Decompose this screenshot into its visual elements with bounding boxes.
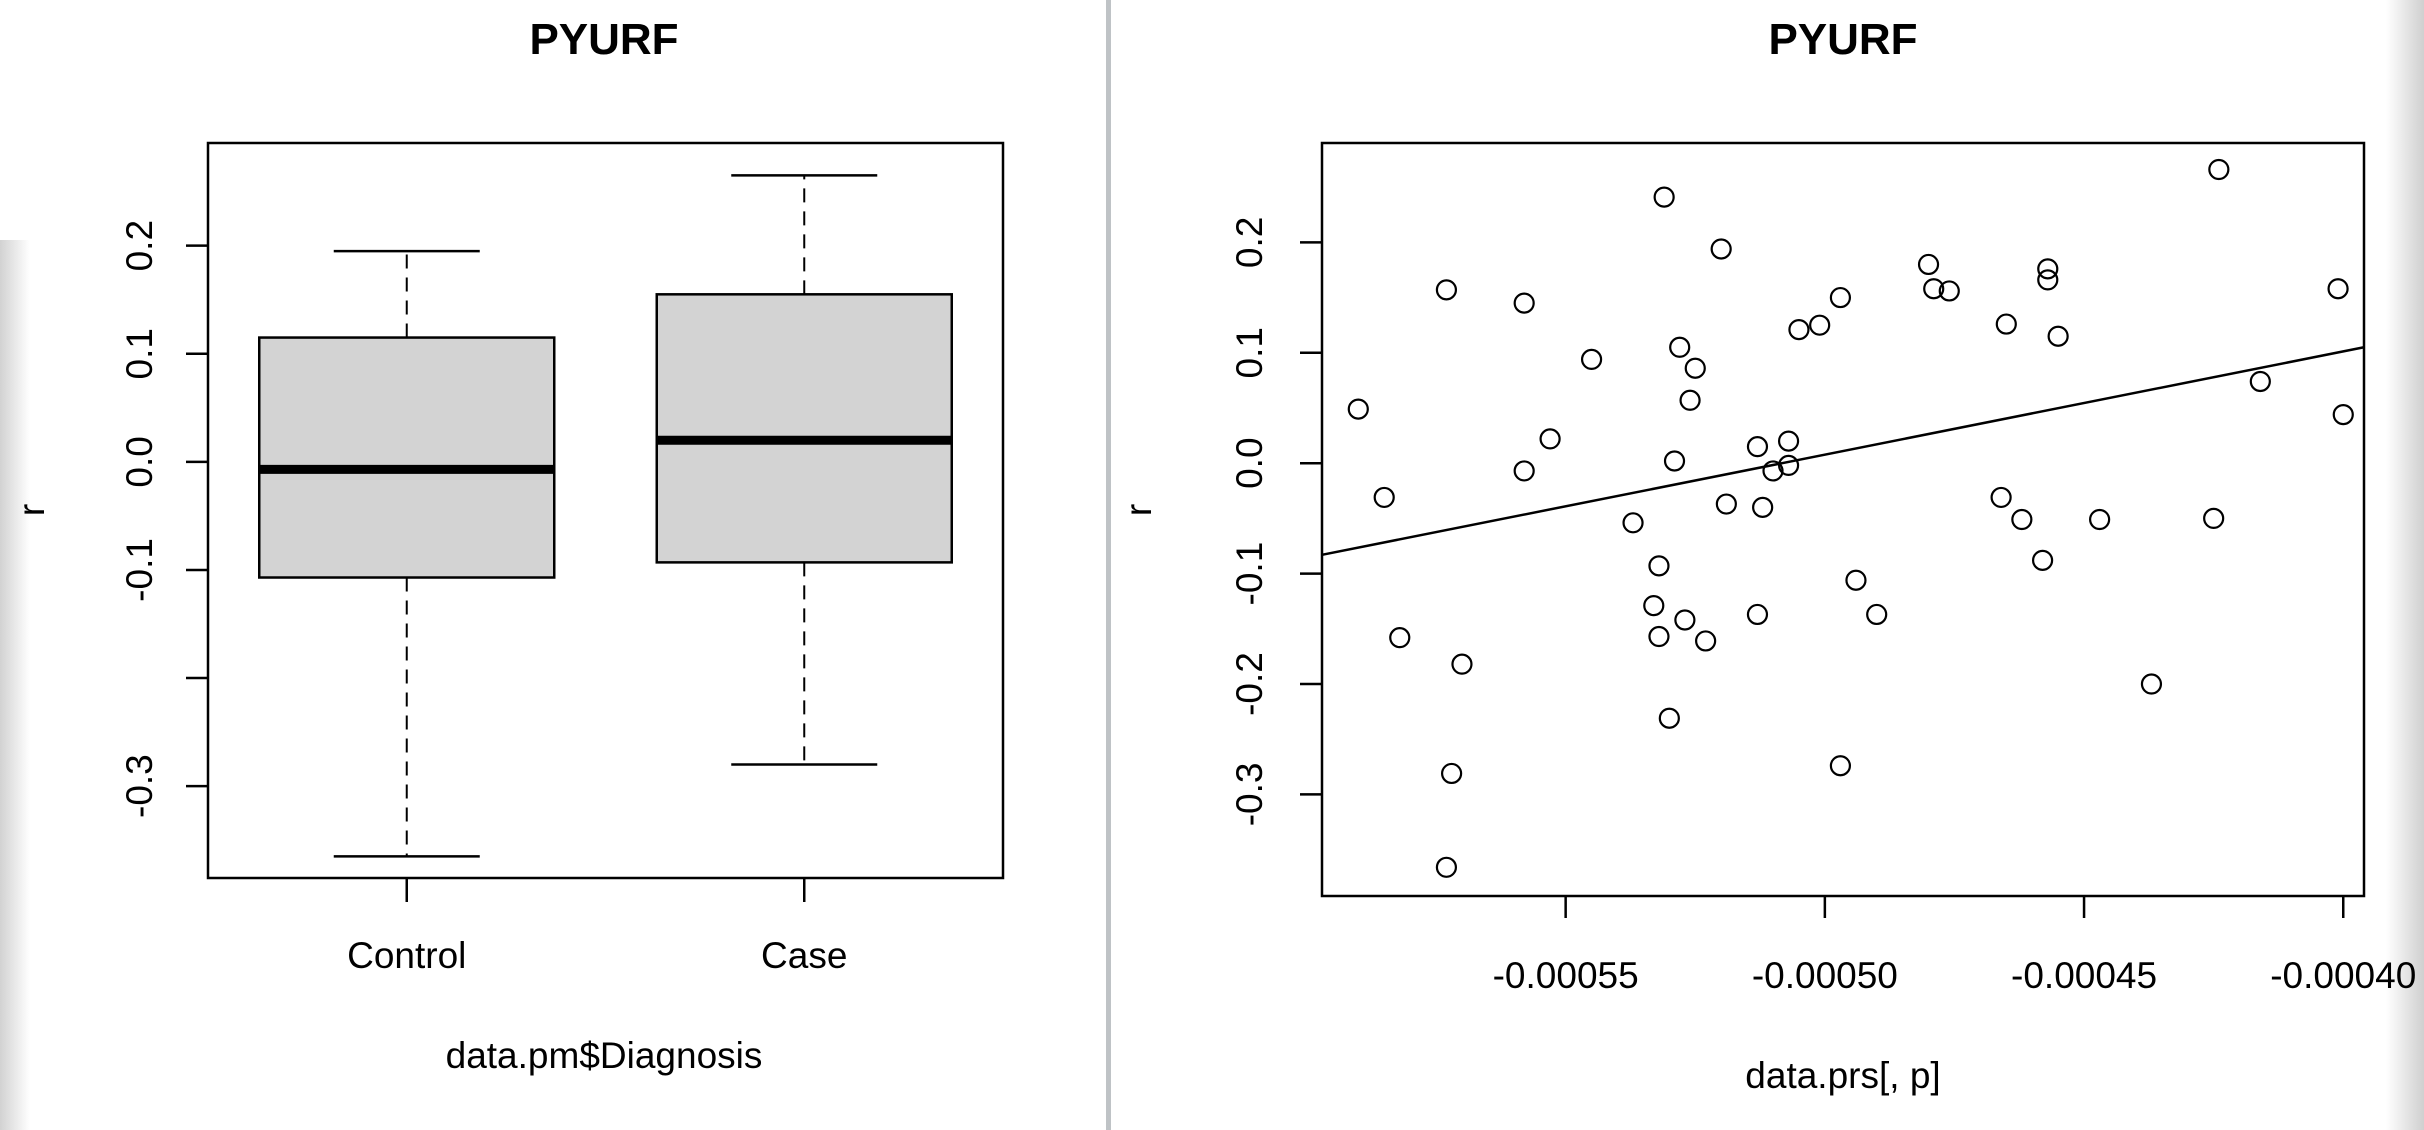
y-tick-label: 0.2 <box>119 220 160 271</box>
data-point <box>1866 603 1888 626</box>
plot-frame <box>1320 141 2366 898</box>
data-point <box>1777 454 1800 476</box>
data-point <box>1347 398 1369 420</box>
data-point <box>1695 630 1717 652</box>
data-point <box>1829 286 1852 309</box>
y-tick-label: -0.2 <box>1229 652 1270 716</box>
y-tick-label: -0.3 <box>1229 763 1270 827</box>
scatter-panel: PYURF -0.3 -0.2 -0.1 0.0 0.1 0.2 -0.00055 -0.0… <box>1111 0 2424 1130</box>
data-point <box>2089 508 2111 531</box>
data-point <box>1923 278 1945 300</box>
x-tick-label: -0.00055 <box>1493 955 1639 996</box>
data-point <box>1513 292 1535 314</box>
boxplot-svg: PYURF -0.3 -0.1 0.0 0.1 0.2 Control Case data… <box>11 15 1005 1076</box>
x-axis-label: data.prs[, p] <box>1745 1055 1940 1096</box>
y-tick-label: -0.1 <box>1229 542 1270 606</box>
data-point <box>1669 336 1691 358</box>
data-point <box>1373 486 1395 509</box>
x-tick-label: Control <box>347 935 466 976</box>
data-point <box>1435 279 1458 301</box>
panel-edge-shadow <box>0 240 30 1130</box>
data-point <box>1710 238 1732 260</box>
y-tick-label: 0.0 <box>1229 437 1270 488</box>
data-point <box>1435 856 1458 878</box>
chart-title: PYURF <box>1768 15 1917 64</box>
y-tick-label: -0.1 <box>119 538 160 602</box>
data-point <box>1539 428 1561 450</box>
data-point <box>1643 595 1665 617</box>
data-point <box>1513 460 1535 482</box>
data-point <box>1746 603 1769 626</box>
data-point <box>1990 486 2012 509</box>
data-point <box>1809 314 1831 336</box>
chart-title: PYURF <box>529 15 678 64</box>
x-axis-label: data.pm$Diagnosis <box>446 1035 763 1076</box>
box-control <box>258 336 556 579</box>
scatter-svg: PYURF -0.3 -0.2 -0.1 0.0 0.1 0.2 -0.00055 -0.0… <box>1118 15 2416 1096</box>
x-tick-label: -0.00045 <box>2011 955 2157 996</box>
data-point <box>1622 512 1644 534</box>
data-point <box>1752 496 1774 518</box>
panel-divider <box>1106 0 1111 1130</box>
x-tick-label: -0.00040 <box>2270 955 2416 996</box>
data-point <box>1679 389 1701 411</box>
data-point <box>2031 549 2054 571</box>
y-tick-label: 0.1 <box>1229 327 1270 378</box>
data-point <box>1389 627 1411 649</box>
data-point <box>1648 555 1670 577</box>
data-point <box>1648 625 1670 648</box>
data-point <box>1829 755 1852 777</box>
panel-edge-shadow <box>2386 0 2424 1130</box>
data-point <box>2037 258 2059 280</box>
box-case <box>655 293 953 564</box>
data-point <box>1684 357 1706 379</box>
data-point <box>1762 460 1784 482</box>
data-point <box>1845 569 1867 591</box>
data-point <box>2327 278 2349 300</box>
data-point <box>1674 609 1696 631</box>
data-point <box>1777 430 1800 452</box>
y-tick-label: 0.1 <box>119 328 160 379</box>
data-point <box>1653 186 1675 208</box>
boxplot-panel: PYURF -0.3 -0.1 0.0 0.1 0.2 Control Case data… <box>0 0 1111 1130</box>
data-point <box>2249 370 2271 393</box>
data-point <box>2208 158 2230 181</box>
data-point <box>1451 653 1473 675</box>
data-point <box>1746 436 1769 458</box>
data-point <box>1917 253 1940 276</box>
data-point <box>1441 762 1463 785</box>
data-point <box>2047 325 2069 347</box>
data-point <box>2203 507 2225 529</box>
data-point <box>1663 450 1686 472</box>
regression-line <box>1321 346 2365 557</box>
data-point <box>1938 280 1960 302</box>
y-tick-label: -0.3 <box>119 754 160 818</box>
y-tick-label: 0.2 <box>1229 217 1270 268</box>
data-point <box>1715 493 1737 515</box>
data-point <box>1788 318 1810 341</box>
data-point <box>1580 348 1603 371</box>
x-tick-label: -0.00050 <box>1752 955 1898 996</box>
data-point <box>1658 707 1680 729</box>
data-point <box>2140 673 2163 695</box>
y-axis-label: r <box>1118 504 1159 516</box>
y-axis-label: r <box>11 504 52 516</box>
x-tick-label: Case <box>761 935 847 976</box>
y-tick-label: 0.0 <box>119 436 160 487</box>
data-point <box>1995 313 2017 335</box>
plot-frame <box>206 141 1005 880</box>
data-point <box>2037 269 2059 291</box>
data-point <box>2011 508 2033 531</box>
data-point <box>2332 404 2354 426</box>
